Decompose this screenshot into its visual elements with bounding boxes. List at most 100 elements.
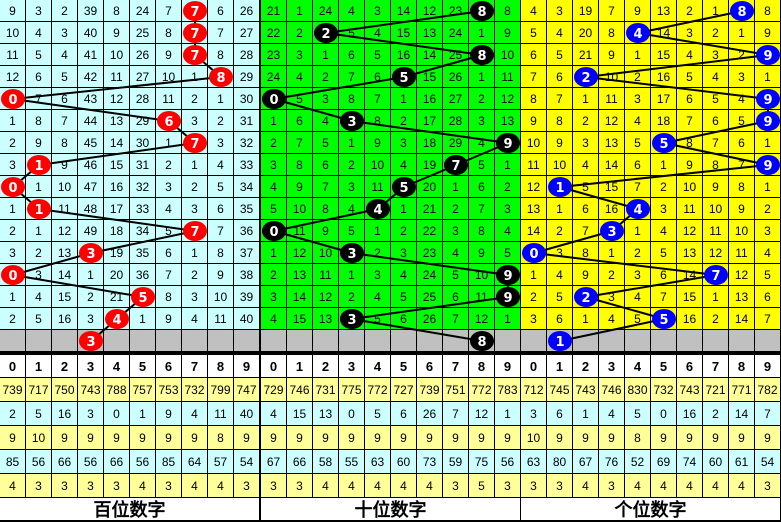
miss-count-cell: 1 [755,66,781,88]
miss-count-cell: 16 [651,66,677,88]
miss-count-cell: 19 [417,154,443,176]
stat-avg-miss: 60 [703,450,729,474]
miss-count-cell: 9 [208,264,234,286]
miss-count-cell: 5 [521,22,547,44]
miss-count-cell: 3 [703,44,729,66]
miss-count-cell: 9 [156,44,182,66]
winning-cell [443,154,469,176]
winning-cell [469,44,495,66]
miss-count-cell: 4 [625,110,651,132]
stat-max-consecutive: 3 [104,474,130,498]
pending-row-cell [0,330,26,352]
miss-count-cell: 9 [521,110,547,132]
winning-cell [495,286,521,308]
miss-count-cell: 2 [703,22,729,44]
miss-count-cell: 5 [156,220,182,242]
miss-count-cell: 3 [52,22,78,44]
stat-total-count: 788 [104,378,130,402]
winning-cell [26,198,52,220]
miss-count-cell: 20 [417,176,443,198]
digit-header: 3 [599,355,625,378]
pending-row-cell [547,330,573,352]
stat-total-count: 717 [26,378,52,402]
miss-count-cell: 3 [313,88,339,110]
digit-header: 5 [391,355,417,378]
miss-count-cell: 7 [599,0,625,22]
miss-count-cell: 2 [677,0,703,22]
miss-count-cell: 32 [130,176,156,198]
stat-avg-miss: 57 [208,450,234,474]
miss-count-cell: 13 [495,110,521,132]
miss-count-cell: 16 [599,198,625,220]
stat-current-miss: 1 [130,402,156,426]
miss-count-cell: 40 [78,22,104,44]
miss-count-cell: 4 [651,220,677,242]
miss-count-cell: 5 [26,44,52,66]
miss-count-cell: 16 [417,88,443,110]
pending-row-cell [104,330,130,352]
miss-count-cell: 12 [469,308,495,330]
miss-count-cell: 7 [365,88,391,110]
digit-header: 8 [208,355,234,378]
miss-count-cell: 4 [391,264,417,286]
miss-count-cell: 10 [0,22,26,44]
stat-max-consecutive: 3 [234,474,260,498]
miss-count-cell: 35 [234,198,260,220]
miss-count-cell: 10 [104,44,130,66]
miss-count-cell: 7 [156,0,182,22]
miss-count-cell: 19 [573,0,599,22]
miss-count-cell: 10 [599,66,625,88]
winning-cell [156,110,182,132]
miss-count-cell: 8 [703,154,729,176]
stat-avg-miss: 85 [156,450,182,474]
miss-count-cell: 5 [26,308,52,330]
digit-header: 9 [234,355,260,378]
miss-count-cell: 6 [208,0,234,22]
miss-count-cell: 7 [287,132,313,154]
miss-count-cell: 28 [130,88,156,110]
stat-current-miss: 4 [599,402,625,426]
stat-max-consecutive: 4 [182,474,208,498]
miss-count-cell: 6 [52,88,78,110]
miss-count-cell: 3 [729,66,755,88]
miss-count-cell: 21 [573,44,599,66]
digit-header: 0 [261,355,287,378]
miss-count-cell: 11 [521,154,547,176]
miss-count-cell: 4 [261,176,287,198]
stat-avg-miss: 56 [78,450,104,474]
stat-avg-miss: 69 [651,450,677,474]
miss-count-cell: 26 [443,66,469,88]
stat-current-miss: 1 [495,402,521,426]
miss-count-cell: 8 [573,242,599,264]
digit-header: 9 [755,355,781,378]
miss-count-cell: 40 [234,308,260,330]
miss-count-cell: 4 [365,22,391,44]
miss-count-cell: 2 [261,132,287,154]
miss-count-cell: 3 [287,44,313,66]
miss-count-cell: 8 [521,88,547,110]
miss-count-cell: 9 [677,154,703,176]
miss-count-cell: 12 [417,0,443,22]
miss-count-cell: 1 [26,176,52,198]
stat-max-consecutive: 3 [287,474,313,498]
miss-count-cell: 17 [104,198,130,220]
stat-current-miss: 6 [391,402,417,426]
digit-header: 4 [104,355,130,378]
miss-count-cell: 9 [599,44,625,66]
miss-count-cell: 8 [26,110,52,132]
miss-count-cell: 13 [287,264,313,286]
miss-count-cell: 8 [104,0,130,22]
miss-count-cell: 5 [755,264,781,286]
stat-max-consecutive: 4 [573,474,599,498]
stat-max-consecutive: 4 [313,474,339,498]
miss-count-cell: 7 [443,308,469,330]
digit-header: 6 [417,355,443,378]
miss-count-cell: 3 [261,286,287,308]
miss-count-cell: 7 [313,176,339,198]
miss-count-cell: 1 [625,44,651,66]
miss-count-cell: 16 [104,176,130,198]
miss-count-cell: 6 [547,66,573,88]
miss-count-cell: 2 [391,220,417,242]
stat-current-miss: 40 [234,402,260,426]
stat-current-miss: 9 [156,402,182,426]
